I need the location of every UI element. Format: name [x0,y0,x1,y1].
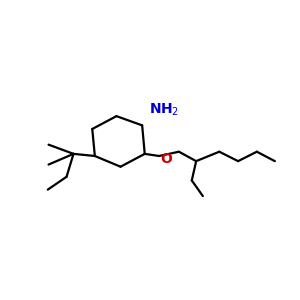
Text: NH$_2$: NH$_2$ [148,101,179,118]
Text: O: O [160,152,172,166]
